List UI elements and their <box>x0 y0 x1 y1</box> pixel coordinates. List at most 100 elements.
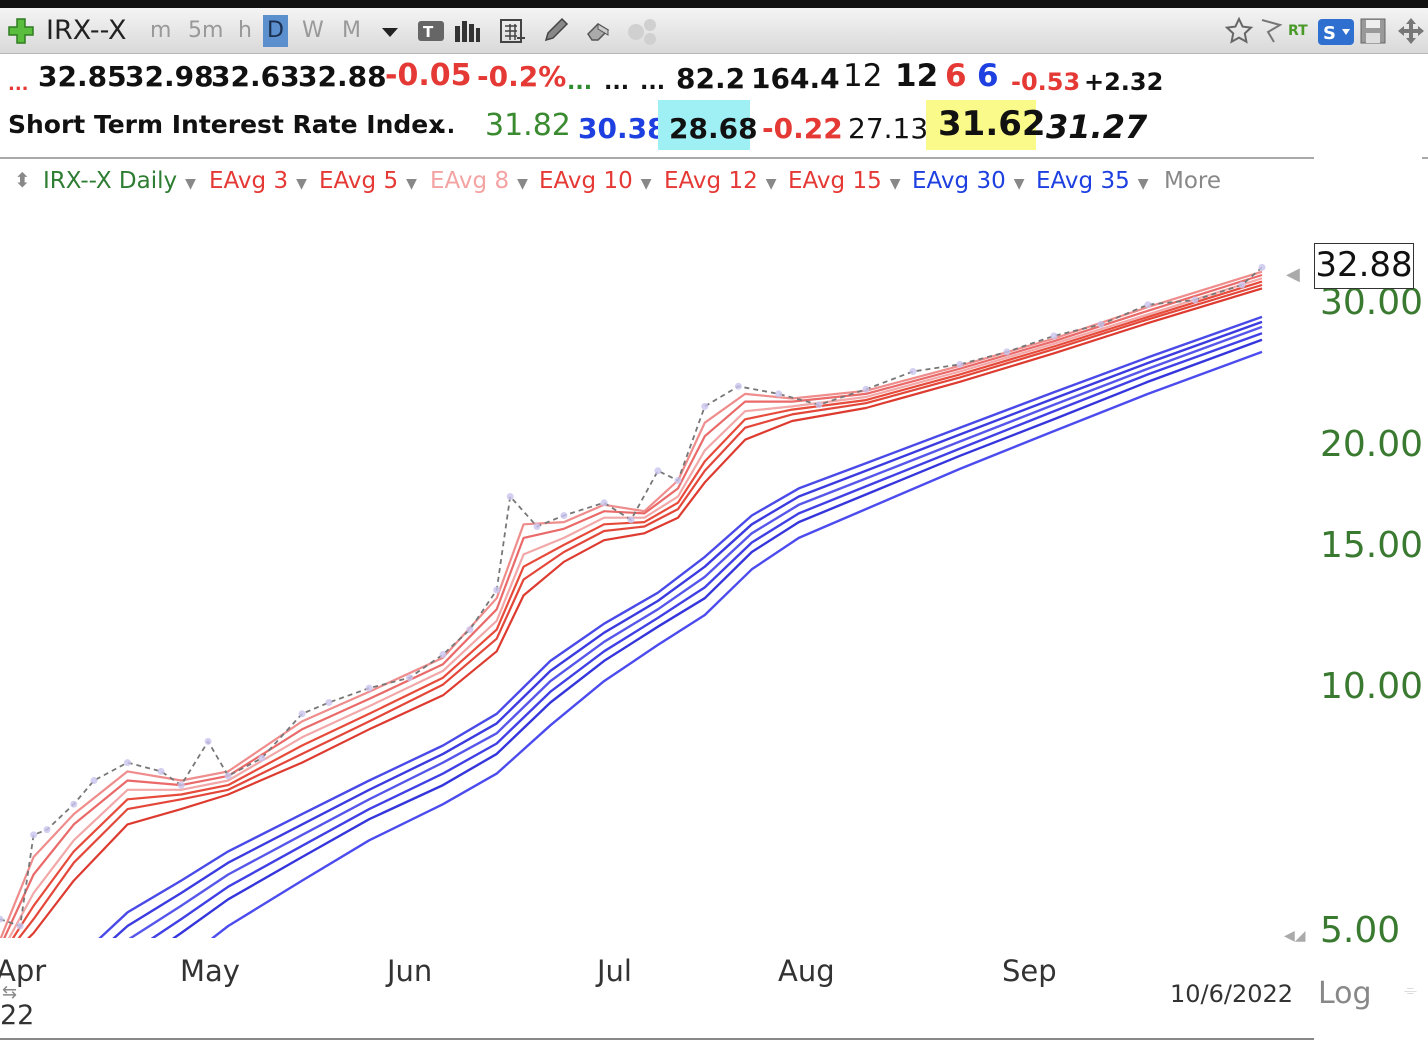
chevron-down-icon[interactable]: ▼ <box>406 176 417 192</box>
price-point <box>0 915 4 923</box>
chevron-down-icon[interactable]: ▼ <box>889 176 901 192</box>
price-point <box>43 826 51 834</box>
ema-line-long <box>171 338 1263 938</box>
period-5minute[interactable]: 5m <box>188 18 224 43</box>
price-point <box>1144 301 1152 309</box>
y-tick-label: 5.00 <box>1320 910 1401 951</box>
price-point <box>1258 263 1266 271</box>
price-axis[interactable]: 30.00 20.00 15.00 10.00 5.00 ◀ ◀◢ Log ⌯ <box>1284 200 1428 1011</box>
text-tool-icon[interactable]: T <box>416 16 446 46</box>
legend-item-main[interactable]: IRX--X Daily ▼ <box>43 168 196 194</box>
price-point <box>654 467 662 475</box>
quote-high: 32.98 <box>125 60 214 93</box>
ema-line-short <box>11 280 1263 938</box>
quote-row-name: Short Term Interest Rate Index ... 31.82… <box>0 100 1428 152</box>
price-line <box>0 266 1263 927</box>
price-point <box>674 477 682 484</box>
price-point <box>70 800 78 808</box>
price-point <box>439 651 447 658</box>
price-point <box>30 831 38 839</box>
price-chart[interactable] <box>0 200 1300 942</box>
legend-label: EAvg 12 <box>664 168 758 194</box>
bottom-border <box>0 1038 1314 1040</box>
y-tick-label: 15.00 <box>1320 525 1424 566</box>
ema-line-long <box>112 320 1263 938</box>
save-icon[interactable] <box>1358 16 1388 46</box>
chevron-down-icon[interactable]: ▼ <box>640 176 652 192</box>
chevron-down-icon[interactable]: ▼ <box>1013 176 1025 192</box>
legend-item-eavg3[interactable]: EAvg 3 ▼ <box>209 168 307 194</box>
legend-item-eavg10[interactable]: EAvg 10 ▼ <box>539 168 652 194</box>
chevron-down-icon[interactable]: ▼ <box>296 176 307 192</box>
ema-line-short <box>3 273 1263 938</box>
add-plus-icon[interactable] <box>6 16 36 46</box>
legend-item-eavg8[interactable]: EAvg 8 ▼ <box>430 168 528 194</box>
log-scale-toggle[interactable]: Log <box>1318 976 1372 1011</box>
ema-line-short <box>17 283 1263 938</box>
y-tick-label: 10.00 <box>1320 666 1424 707</box>
rt-icon[interactable]: RT <box>1288 23 1308 39</box>
price-point <box>1238 281 1246 289</box>
price-point <box>124 759 131 767</box>
price-point <box>204 737 212 745</box>
symbol-field[interactable]: IRX--X <box>46 15 127 46</box>
chevron-down-icon[interactable]: ▼ <box>1137 176 1149 192</box>
period-minute[interactable]: m <box>150 18 172 43</box>
legend-more-link[interactable]: More <box>1164 168 1222 194</box>
price-point <box>157 767 165 775</box>
ema-line-short <box>26 287 1263 938</box>
chevron-down-icon[interactable]: ▼ <box>765 176 777 192</box>
ema-line-long <box>98 315 1263 938</box>
quote-row2-value-3: 28.68 <box>658 100 758 150</box>
bar-chart-icon[interactable] <box>452 16 482 46</box>
legend-item-eavg15[interactable]: EAvg 15 ▼ <box>788 168 901 194</box>
legend-item-eavg12[interactable]: EAvg 12 ▼ <box>664 168 777 194</box>
eraser-icon[interactable] <box>584 16 614 46</box>
last-price-label: 32.88 <box>1314 243 1414 289</box>
price-point <box>533 523 541 530</box>
last-price-arrow-icon: ◀ <box>1286 264 1300 285</box>
price-point <box>365 684 373 692</box>
period-monthly[interactable]: M <box>342 18 361 43</box>
s-icon[interactable]: S <box>1318 19 1354 45</box>
pencil-icon[interactable] <box>540 16 570 46</box>
legend-label: EAvg 5 <box>319 168 399 194</box>
legend-item-eavg35[interactable]: EAvg 35 ▼ <box>1036 168 1149 194</box>
period-daily[interactable]: D <box>263 15 288 47</box>
axis-menu-icon[interactable]: ⌯ <box>1404 980 1417 999</box>
period-dropdown-icon[interactable] <box>378 16 408 46</box>
move-icon[interactable] <box>1396 16 1426 46</box>
chart-legend: ⬍ IRX--X Daily ▼ EAvg 3 ▼ EAvg 5 ▼ EAvg 8 ▼ … <box>0 166 1300 200</box>
chevron-down-icon[interactable]: ▼ <box>517 176 528 192</box>
legend-item-eavg5[interactable]: EAvg 5 ▼ <box>319 168 417 194</box>
legend-item-eavg30[interactable]: EAvg 30 ▼ <box>912 168 1025 194</box>
price-point <box>258 754 266 762</box>
legend-drag-icon[interactable]: ⬍ <box>14 168 31 192</box>
flag-icon[interactable] <box>1258 16 1288 46</box>
scale-arrows-icon[interactable]: ◀◢ <box>1284 928 1306 944</box>
quote-value-8: +2.32 <box>1084 68 1164 96</box>
quote-row2-value-1: 31.82 <box>485 108 571 143</box>
price-point <box>1191 296 1199 304</box>
calculator-icon[interactable] <box>497 16 527 46</box>
period-weekly[interactable]: W <box>302 18 324 43</box>
legend-label: EAvg 3 <box>209 168 289 194</box>
last-date-label: 10/6/2022 <box>1170 980 1294 1008</box>
period-hour[interactable]: h <box>238 18 252 43</box>
legend-main-label: IRX--X Daily <box>43 168 178 194</box>
chevron-down-icon[interactable]: ▼ <box>185 176 196 192</box>
scroll-arrows-icon[interactable]: ⇆ <box>2 982 18 1003</box>
price-point <box>506 493 514 500</box>
x-tick-label: May <box>180 954 240 988</box>
link-circles-icon[interactable] <box>626 16 656 46</box>
ema-line-long <box>210 350 1263 938</box>
quote-row2-ellipsis: ... <box>430 114 456 139</box>
star-icon[interactable] <box>1224 16 1254 46</box>
date-axis[interactable]: Apr May Jun Jul Aug Sep 22 ⇆ 10/6/2022 <box>0 942 1314 1040</box>
price-point <box>16 922 24 930</box>
quote-dots-b: ... <box>640 70 666 95</box>
price-point <box>909 368 917 375</box>
y-tick-label: 20.00 <box>1320 424 1424 465</box>
window-top-strip <box>0 0 1428 8</box>
quote-ellipsis: ... <box>8 74 29 95</box>
